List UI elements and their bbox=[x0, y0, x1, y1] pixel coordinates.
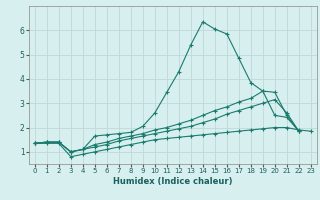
X-axis label: Humidex (Indice chaleur): Humidex (Indice chaleur) bbox=[113, 177, 233, 186]
